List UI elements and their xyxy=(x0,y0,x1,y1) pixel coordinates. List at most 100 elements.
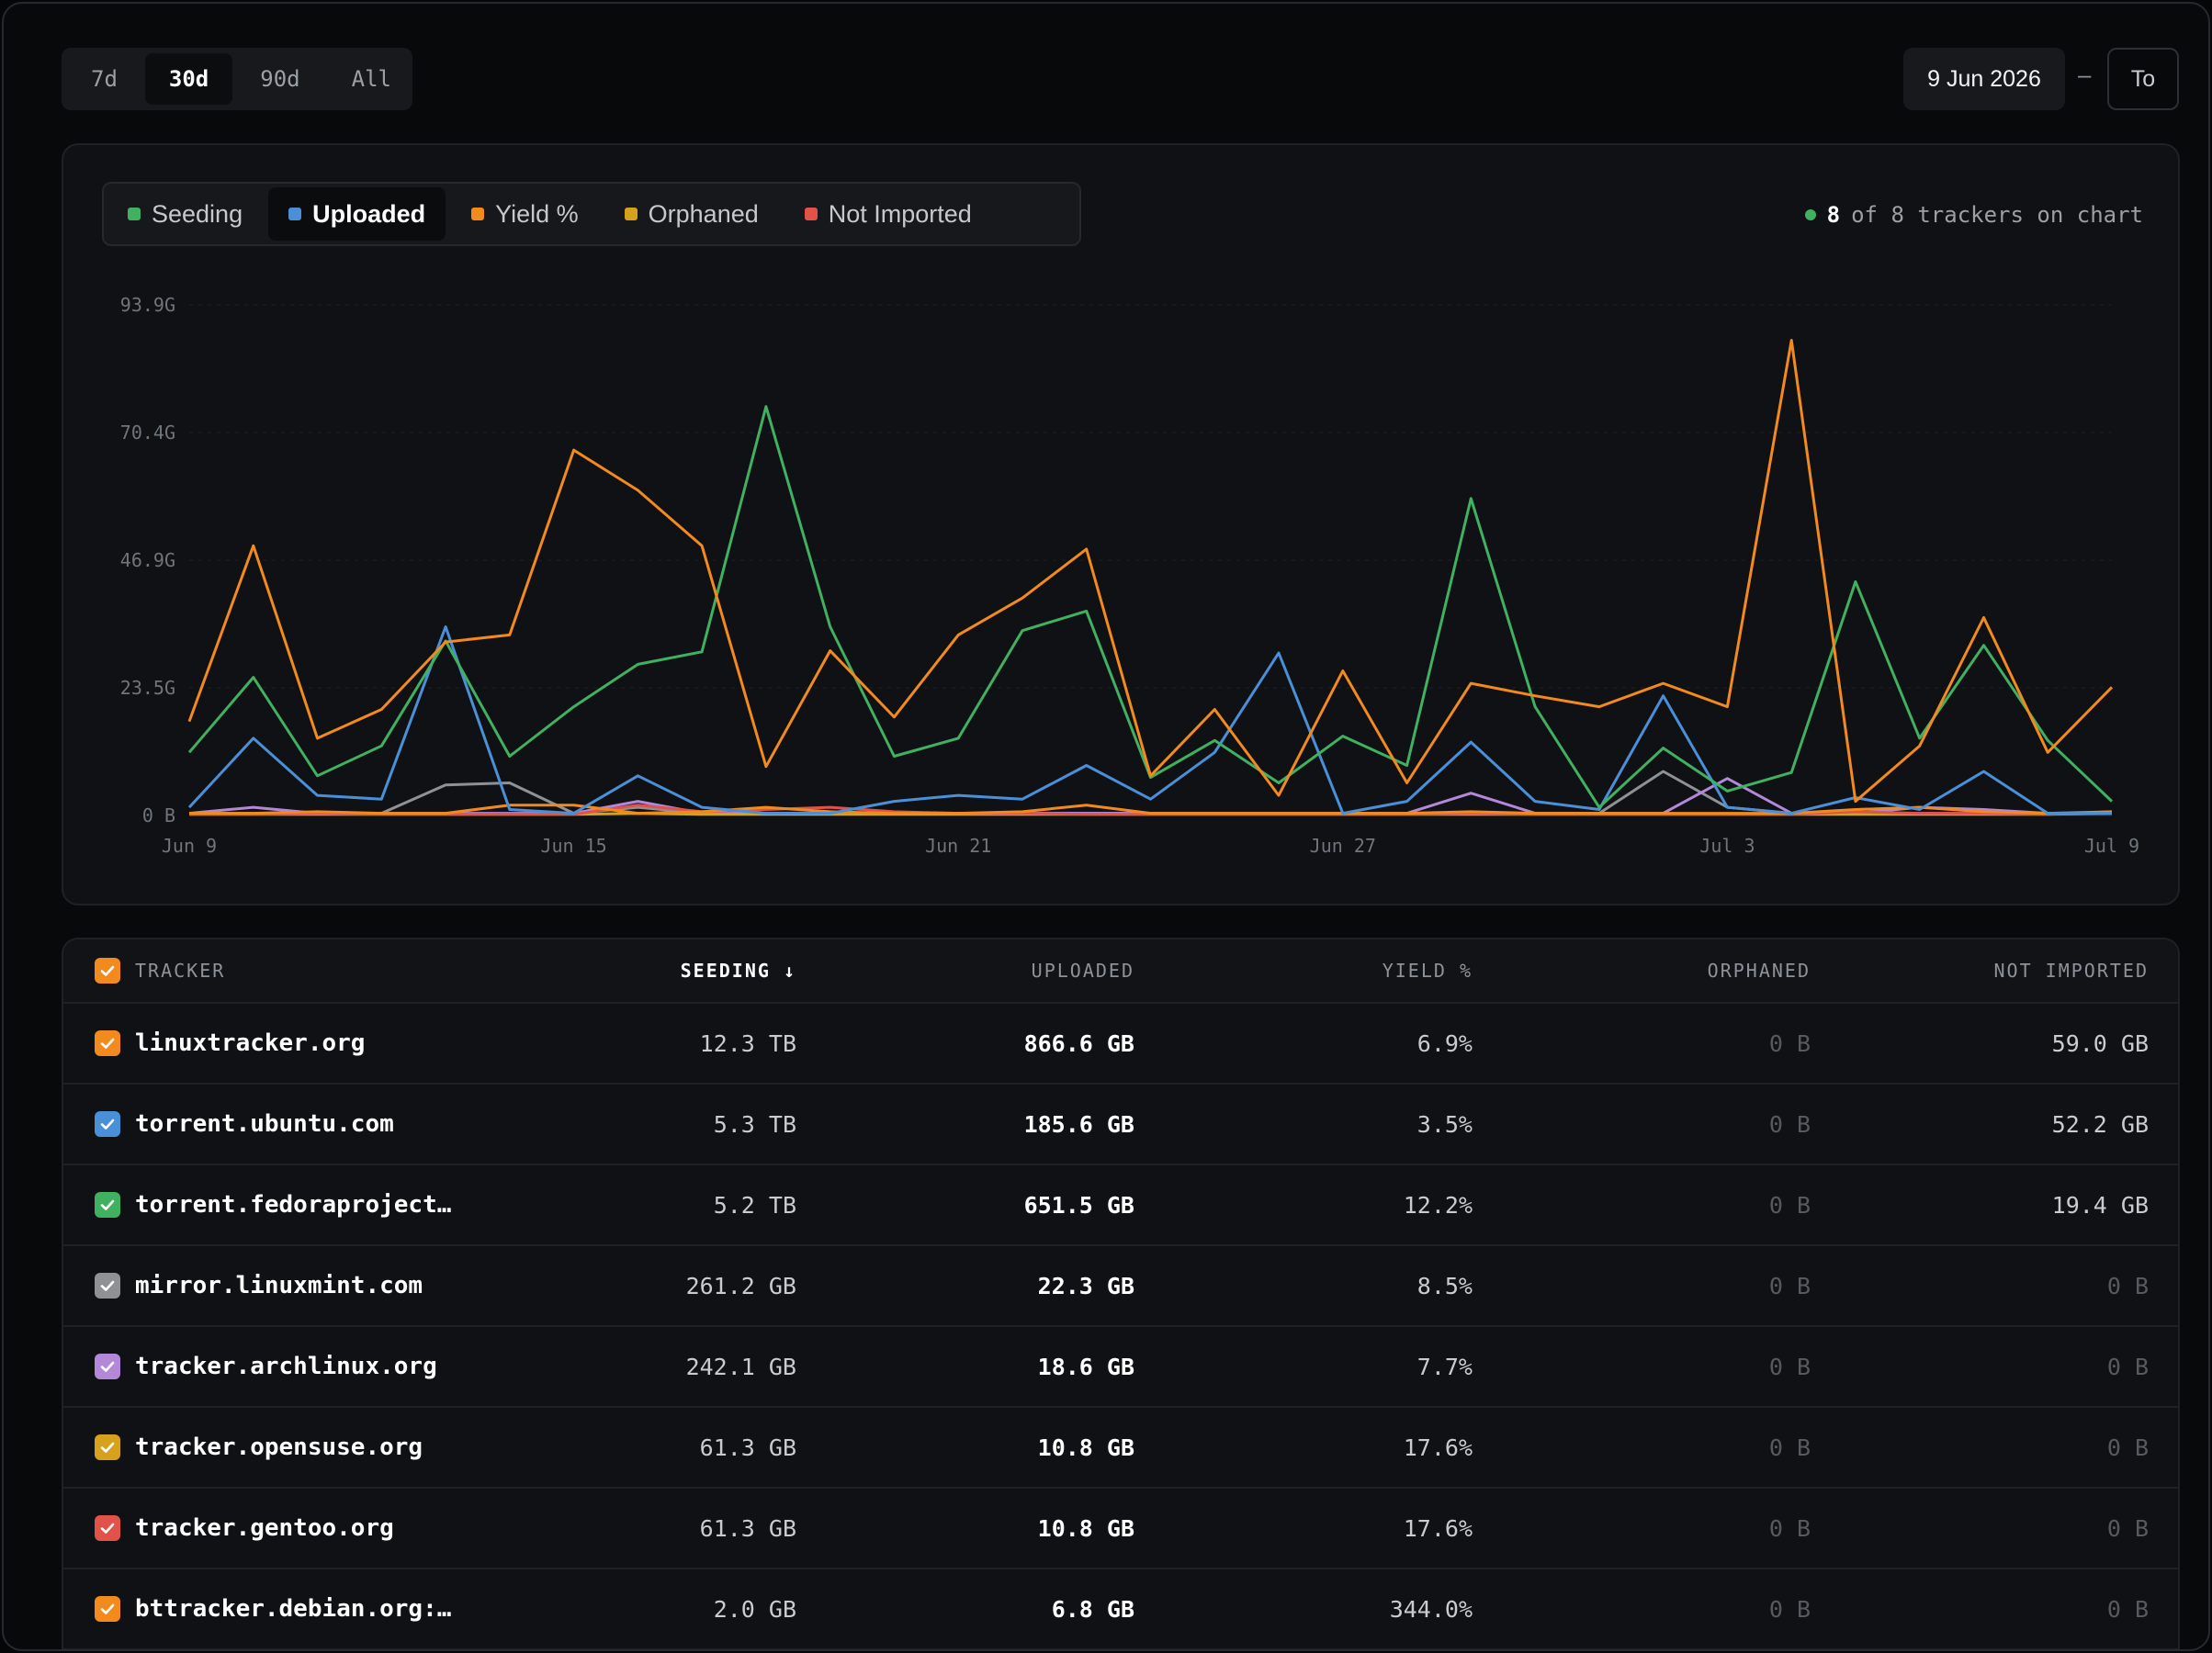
uploaded-value: 651.5 GB xyxy=(1023,1191,1134,1219)
seeding-value: 5.2 TB xyxy=(713,1191,796,1219)
range-all-button[interactable]: All xyxy=(351,66,391,92)
tracker-count-text: of 8 trackers on chart xyxy=(1851,202,2143,228)
x-tick-label: Jul 9 xyxy=(2084,835,2139,857)
tracker-checkbox[interactable] xyxy=(95,1434,120,1460)
x-tick-label: Jun 27 xyxy=(1310,835,1376,857)
uploaded-value: 10.8 GB xyxy=(1037,1434,1134,1461)
yield-value: 8.5% xyxy=(1416,1272,1473,1299)
table-row[interactable]: torrent.ubuntu.com 5.3 TB 185.6 GB 3.5% 0 B 5… xyxy=(63,1085,2178,1165)
seeding-value: 5.3 TB xyxy=(713,1110,796,1138)
x-tick-label: Jun 21 xyxy=(925,835,991,857)
select-all-checkbox[interactable] xyxy=(95,958,120,984)
y-tick-label: 70.4G xyxy=(120,422,175,444)
header-yield[interactable]: YIELD % xyxy=(1382,960,1473,982)
table-row[interactable]: linuxtracker.org 12.3 TB 866.6 GB 6.9% 0 B 59… xyxy=(63,1004,2178,1085)
tracker-name[interactable]: mirror.linuxmint.com xyxy=(135,1272,423,1299)
table-header: TRACKER SEEDING ↓ UPLOADED YIELD % ORPHA… xyxy=(63,939,2178,1004)
uploaded-value: 10.8 GB xyxy=(1037,1514,1134,1542)
check-icon xyxy=(100,1199,115,1210)
yield-value: 7.7% xyxy=(1416,1353,1473,1380)
header-orphaned[interactable]: ORPHANED xyxy=(1707,960,1811,982)
table-row[interactable]: tracker.gentoo.org 61.3 GB 10.8 GB 17.6% 0 B… xyxy=(63,1489,2178,1569)
not-imported-value: 0 B xyxy=(2106,1595,2149,1623)
header-seeding[interactable]: SEEDING ↓ xyxy=(484,960,796,982)
range-30d-button[interactable]: 30d xyxy=(144,53,233,105)
tracker-name[interactable]: linuxtracker.org xyxy=(135,1029,366,1057)
date-from-input[interactable]: 9 Jun 2026 xyxy=(1903,48,2065,110)
tracker-count-shown: 8 xyxy=(1826,202,1841,228)
tracker-name[interactable]: tracker.gentoo.org xyxy=(135,1514,394,1542)
tracker-checkbox[interactable] xyxy=(95,1273,120,1299)
tracker-name[interactable]: bttracker.debian.org:… xyxy=(135,1595,452,1623)
orphaned-value: 0 B xyxy=(1768,1595,1811,1623)
legend-seeding[interactable]: Seeding xyxy=(107,187,263,241)
series-line[interactable] xyxy=(187,339,2114,804)
legend-orphaned[interactable]: Orphaned xyxy=(604,187,779,241)
orphaned-value: 0 B xyxy=(1768,1272,1811,1299)
legend-yield[interactable]: Yield % xyxy=(451,187,599,241)
tracker-checkbox[interactable] xyxy=(95,1515,120,1541)
row-check-cell xyxy=(63,1111,135,1137)
tracker-checkbox[interactable] xyxy=(95,1030,120,1056)
tracker-name[interactable]: torrent.ubuntu.com xyxy=(135,1110,394,1138)
orphaned-value: 0 B xyxy=(1768,1029,1811,1057)
header-tracker[interactable]: TRACKER xyxy=(135,960,226,982)
header-uploaded[interactable]: UPLOADED xyxy=(1031,960,1134,982)
check-icon xyxy=(100,1603,115,1614)
yield-value: 3.5% xyxy=(1416,1110,1473,1138)
yield-value: 6.9% xyxy=(1416,1029,1473,1057)
yield-swatch-icon xyxy=(471,208,485,220)
check-icon xyxy=(100,965,115,976)
not-imported-value: 0 B xyxy=(2106,1353,2149,1380)
series-line[interactable] xyxy=(187,405,2114,809)
tracker-count: 8 of 8 trackers on chart xyxy=(1804,202,2143,228)
legend-uploaded[interactable]: Uploaded xyxy=(268,187,446,241)
not-imported-value: 0 B xyxy=(2106,1514,2149,1542)
yield-value: 344.0% xyxy=(1389,1595,1473,1623)
orphaned-value: 0 B xyxy=(1768,1353,1811,1380)
legend-not-imported[interactable]: Not Imported xyxy=(784,187,992,241)
table-row[interactable]: torrent.fedoraproject… 5.2 TB 651.5 GB 12.2… xyxy=(63,1165,2178,1246)
check-icon xyxy=(100,1280,115,1291)
tracker-checkbox[interactable] xyxy=(95,1111,120,1137)
tracker-name[interactable]: tracker.archlinux.org xyxy=(135,1353,437,1380)
tracker-name[interactable]: torrent.fedoraproject… xyxy=(135,1191,452,1219)
row-check-cell xyxy=(63,1192,135,1218)
table-row[interactable]: tracker.archlinux.org 242.1 GB 18.6 GB 7.7%… xyxy=(63,1327,2178,1408)
date-separator: – xyxy=(2078,61,2092,88)
orphaned-value: 0 B xyxy=(1768,1514,1811,1542)
legend-not-imported-label: Not Imported xyxy=(828,199,972,228)
table-row[interactable]: bttracker.debian.org:… 2.0 GB 6.8 GB 344.0%… xyxy=(63,1569,2178,1649)
legend-yield-label: Yield % xyxy=(495,199,579,228)
status-dot-icon xyxy=(1804,209,1816,220)
row-check-cell xyxy=(63,1030,135,1056)
yield-value: 17.6% xyxy=(1403,1434,1473,1461)
tracker-table: TRACKER SEEDING ↓ UPLOADED YIELD % ORPHA… xyxy=(62,938,2180,1649)
uploaded-value: 866.6 GB xyxy=(1023,1029,1134,1057)
table-row[interactable]: tracker.opensuse.org 61.3 GB 10.8 GB 17.6% 0… xyxy=(63,1408,2178,1489)
tracker-checkbox[interactable] xyxy=(95,1192,120,1218)
table-row[interactable]: mirror.linuxmint.com 261.2 GB 22.3 GB 8.5% 0… xyxy=(63,1246,2178,1327)
check-icon xyxy=(100,1119,115,1130)
date-to-input[interactable]: To xyxy=(2107,48,2179,110)
uploaded-value: 6.8 GB xyxy=(1051,1595,1134,1623)
tracker-checkbox[interactable] xyxy=(95,1596,120,1622)
series-line[interactable] xyxy=(187,625,2112,815)
seeding-swatch-icon xyxy=(128,208,141,220)
header-not-imported[interactable]: NOT IMPORTED xyxy=(1993,960,2149,982)
row-check-cell xyxy=(63,1515,135,1541)
chart-panel: 0 B 23.5G 46.9G 70.4G 93.9G Jun 9 Jun 15 Jun 21… xyxy=(62,143,2180,905)
check-icon xyxy=(100,1442,115,1453)
seeding-value: 2.0 GB xyxy=(713,1595,796,1623)
not-imported-swatch-icon xyxy=(804,208,818,220)
range-90d-button[interactable]: 90d xyxy=(260,66,300,92)
seeding-value: 242.1 GB xyxy=(685,1353,796,1380)
tracker-name[interactable]: tracker.opensuse.org xyxy=(135,1434,423,1461)
not-imported-value: 0 B xyxy=(2106,1272,2149,1299)
tracker-checkbox[interactable] xyxy=(95,1354,120,1379)
row-check-cell xyxy=(63,1354,135,1379)
seeding-value: 261.2 GB xyxy=(685,1272,796,1299)
orphaned-value: 0 B xyxy=(1768,1191,1811,1219)
range-7d-button[interactable]: 7d xyxy=(91,66,118,92)
